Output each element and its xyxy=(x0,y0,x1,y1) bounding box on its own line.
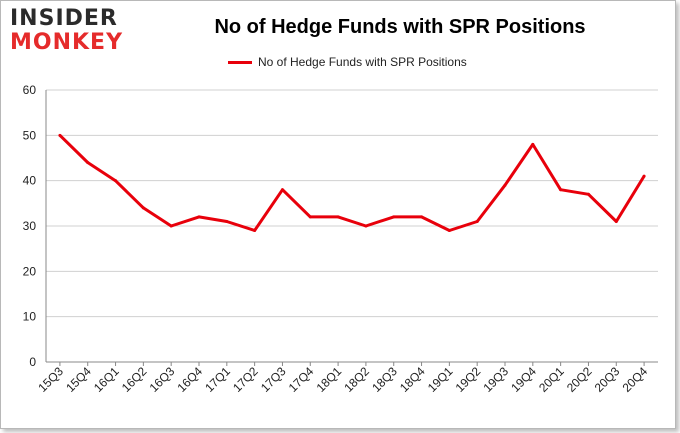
data-point xyxy=(531,142,535,146)
data-point xyxy=(253,229,257,233)
data-point xyxy=(503,183,507,187)
data-point xyxy=(447,229,451,233)
x-tick-label: 16Q3 xyxy=(147,364,178,395)
data-point xyxy=(280,188,284,192)
x-tick-label: 16Q1 xyxy=(91,364,122,395)
x-tick-label: 19Q3 xyxy=(480,364,511,395)
data-point xyxy=(364,224,368,228)
y-tick-label: 0 xyxy=(29,355,36,369)
x-tick-label: 17Q4 xyxy=(286,364,317,395)
data-point xyxy=(308,215,312,219)
x-tick-label: 19Q2 xyxy=(453,364,484,395)
insider-monkey-logo: INSIDER MONKEY xyxy=(10,8,128,58)
legend-swatch xyxy=(228,60,252,64)
data-point xyxy=(58,133,62,137)
data-point xyxy=(225,219,229,223)
data-point xyxy=(336,215,340,219)
x-tick-label: 19Q1 xyxy=(425,364,456,395)
data-point xyxy=(197,215,201,219)
data-point xyxy=(141,206,145,210)
data-point xyxy=(559,188,563,192)
x-tick-label: 20Q3 xyxy=(592,364,623,395)
x-tick-label: 18Q3 xyxy=(369,364,400,395)
logo-text-insider: INSIDER xyxy=(10,6,118,31)
y-tick-label: 30 xyxy=(23,219,37,233)
data-point xyxy=(169,224,173,228)
data-point xyxy=(586,192,590,196)
logo-text-monkey: MONKEY xyxy=(10,30,124,55)
y-tick-label: 10 xyxy=(23,310,37,324)
x-tick-label: 20Q2 xyxy=(564,364,595,395)
y-tick-label: 60 xyxy=(23,83,37,97)
data-point xyxy=(392,215,396,219)
x-tick-label: 16Q2 xyxy=(119,364,150,395)
x-tick-label: 16Q4 xyxy=(174,364,205,395)
data-point xyxy=(614,219,618,223)
x-tick-label: 17Q2 xyxy=(230,364,261,395)
x-tick-label: 20Q1 xyxy=(536,364,567,395)
x-tick-label: 19Q4 xyxy=(508,364,539,395)
y-tick-label: 40 xyxy=(23,174,37,188)
x-tick-label: 17Q3 xyxy=(258,364,289,395)
chart-legend: No of Hedge Funds with SPR Positions xyxy=(228,54,467,70)
data-point xyxy=(114,179,118,183)
x-tick-label: 18Q4 xyxy=(397,364,428,395)
data-point xyxy=(420,215,424,219)
legend-label: No of Hedge Funds with SPR Positions xyxy=(258,55,467,69)
x-tick-label: 18Q2 xyxy=(341,364,372,395)
x-tick-label: 15Q3 xyxy=(35,364,66,395)
series-line xyxy=(58,134,646,232)
data-point xyxy=(475,219,479,223)
x-tick-label: 15Q4 xyxy=(63,364,94,395)
data-point xyxy=(86,161,90,165)
data-point xyxy=(642,174,646,178)
x-tick-label: 17Q1 xyxy=(202,364,233,395)
chart-title: No of Hedge Funds with SPR Positions xyxy=(214,16,586,38)
y-tick-label: 20 xyxy=(23,264,37,278)
y-tick-label: 50 xyxy=(23,128,37,142)
x-tick-label: 18Q1 xyxy=(314,364,345,395)
x-tick-label: 20Q4 xyxy=(620,364,651,395)
